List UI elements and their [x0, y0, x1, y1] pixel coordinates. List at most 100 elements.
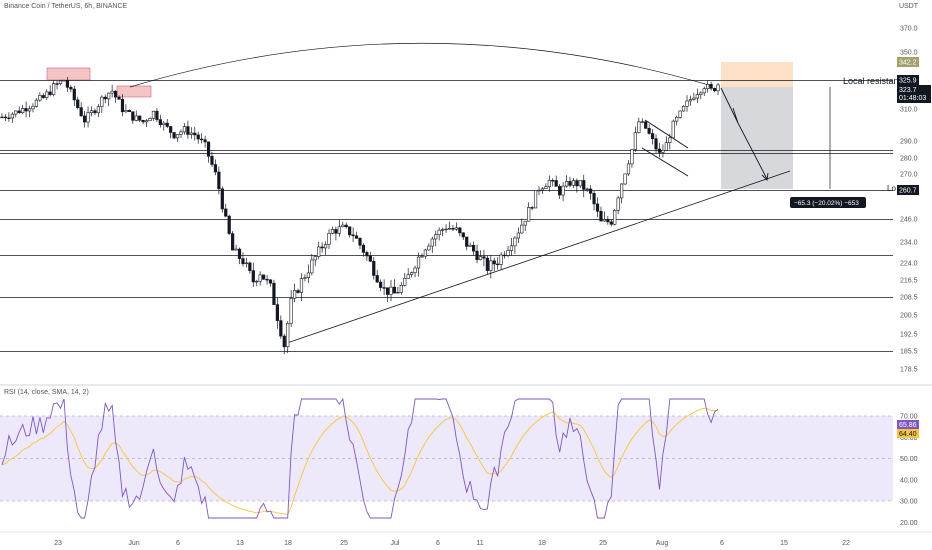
candle-body — [14, 110, 18, 115]
candle-body — [217, 171, 221, 190]
candle-body — [544, 186, 548, 190]
rsi-sma-tag-bg — [897, 429, 919, 438]
candle-body — [540, 188, 545, 191]
candle-body — [575, 180, 579, 187]
rsi-axis-label: 60.00 — [900, 435, 918, 442]
candle-body — [437, 229, 441, 236]
candle-body — [148, 118, 152, 122]
candle-body — [117, 96, 121, 100]
candle-body — [93, 110, 97, 114]
candle-body — [489, 260, 493, 271]
time-axis-label: 11 — [476, 540, 483, 547]
candle-body — [224, 208, 228, 217]
candle-body — [138, 115, 142, 121]
candle-body — [709, 84, 713, 89]
candle-body — [613, 210, 617, 225]
candle-body — [458, 227, 462, 234]
candle-body — [685, 100, 689, 107]
candle-body — [151, 110, 156, 119]
candle-body — [520, 224, 524, 234]
candle-body — [45, 91, 49, 98]
candle-body — [502, 254, 507, 257]
candle-body — [251, 270, 255, 283]
candle-body — [21, 108, 25, 114]
candle-body — [272, 282, 276, 305]
candle-body — [31, 106, 35, 110]
tag-resistance: 325.9 — [899, 78, 917, 85]
candle-body — [296, 290, 300, 293]
candle-body — [38, 95, 42, 101]
price-axis-label: 270.0 — [900, 172, 918, 179]
candle-body — [69, 87, 73, 90]
candle-body — [668, 137, 672, 143]
candle-body — [334, 229, 338, 234]
candle-body — [103, 96, 107, 100]
rsi-axis-label: 30.00 — [900, 499, 918, 506]
time-axis-label: 22 — [842, 540, 850, 547]
candle-body — [664, 142, 668, 151]
time-axis-label: 23 — [54, 540, 62, 547]
candle-body — [220, 188, 224, 210]
measure-badge: −65.3 (−20.02%) −653 — [794, 200, 859, 207]
projection-box — [721, 87, 793, 189]
candle-body — [647, 128, 651, 134]
candle-body — [403, 278, 407, 286]
candle-body — [351, 234, 355, 237]
time-axis-label: 6 — [436, 540, 440, 547]
candle-body — [447, 228, 452, 230]
resistance-zone-left — [46, 67, 91, 81]
rsi-axis-label: 20.00 — [900, 520, 918, 527]
price-axis-label: 224.0 — [900, 261, 918, 268]
candle-body — [337, 226, 341, 234]
candle-body — [423, 249, 428, 257]
candle-body — [609, 221, 613, 225]
candle-body — [248, 262, 252, 271]
candle-body — [65, 79, 70, 88]
candle-body — [595, 203, 600, 212]
tag-countdown: 01:48:03 — [899, 95, 926, 102]
candle-body — [361, 244, 366, 253]
candle-body — [599, 210, 603, 222]
candle-body — [616, 197, 620, 211]
candle-body — [323, 244, 328, 249]
candle-body — [58, 80, 63, 85]
candle-body — [561, 185, 565, 196]
candle-body — [17, 110, 21, 114]
tag-target-bg — [897, 57, 919, 67]
price-axis-label: 234.0 — [900, 240, 918, 247]
candle-body — [506, 250, 510, 256]
candle-body — [127, 110, 131, 112]
candle-body — [172, 132, 176, 139]
rsi-header: RSI (14, close, SMA, 14, 2) — [4, 389, 89, 396]
candle-body — [712, 88, 717, 92]
candle-body — [382, 287, 386, 289]
candle-body — [213, 164, 218, 173]
candle-body — [206, 141, 211, 157]
candle-body — [275, 304, 279, 321]
candle-body — [465, 236, 469, 247]
rsi-sma-tag: 64.40 — [899, 431, 917, 438]
tag-target: 342.2 — [899, 60, 917, 67]
candle-body — [100, 96, 104, 108]
time-axis-label: Jul — [391, 540, 400, 547]
candle-body — [258, 274, 262, 282]
candle-body — [695, 94, 699, 99]
candle-body — [492, 260, 496, 265]
candle-body — [279, 320, 283, 337]
candle-body — [558, 186, 562, 196]
resistance-label: Local resistan — [843, 76, 899, 86]
candle-body — [55, 83, 59, 85]
candle-body — [413, 267, 417, 273]
candle-body — [110, 90, 114, 94]
candle-body — [547, 180, 551, 187]
candle-body — [582, 180, 586, 190]
candle-body — [79, 107, 83, 117]
candle-body — [141, 119, 145, 123]
candle-body — [427, 245, 431, 251]
candle-body — [3, 116, 8, 119]
time-axis-label: 18 — [284, 540, 292, 547]
candle-body — [688, 99, 693, 102]
arc-line — [129, 42, 713, 88]
candle-body — [589, 188, 593, 194]
